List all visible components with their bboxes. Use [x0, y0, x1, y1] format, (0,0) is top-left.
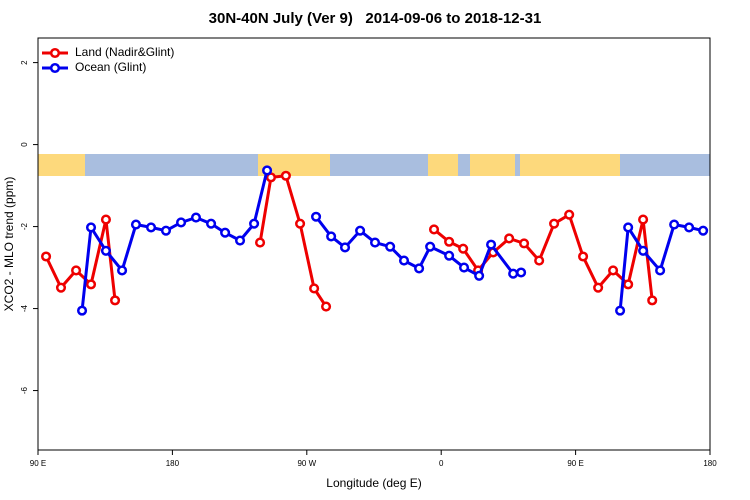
- point: [110, 295, 121, 306]
- point: [85, 279, 97, 290]
- y-tick-label: -4: [20, 304, 29, 312]
- point: [117, 265, 128, 276]
- point: [593, 282, 604, 293]
- point: [255, 237, 266, 248]
- point: [623, 222, 634, 233]
- x-tick-label: 180: [166, 459, 180, 468]
- point: [71, 265, 82, 276]
- x-tick-label: 90 E: [30, 459, 46, 468]
- legend-marker: [49, 62, 61, 74]
- point: [647, 295, 658, 306]
- point: [77, 305, 88, 316]
- x-tick-label: 180: [703, 459, 717, 468]
- point: [234, 235, 246, 246]
- point: [655, 265, 666, 276]
- point: [638, 214, 649, 225]
- point: [444, 250, 455, 261]
- point: [220, 227, 231, 238]
- point: [309, 283, 320, 294]
- point: [549, 218, 560, 229]
- point: [41, 251, 52, 262]
- plot-frame: [37, 37, 711, 451]
- point: [684, 222, 695, 233]
- y-tick-label: 0: [20, 142, 29, 147]
- legend-label: Ocean (Glint): [75, 60, 146, 74]
- point: [516, 267, 527, 278]
- x-tick-label: 90 E: [567, 459, 583, 468]
- point: [262, 165, 273, 176]
- point: [249, 218, 260, 229]
- x-tick-label: 0: [439, 459, 444, 468]
- point: [280, 170, 291, 181]
- point: [458, 262, 470, 273]
- point: [339, 242, 351, 253]
- point: [355, 225, 366, 236]
- point: [623, 279, 634, 290]
- legend-label: Land (Nadir&Glint): [75, 45, 174, 59]
- point: [444, 236, 455, 247]
- point: [428, 224, 440, 235]
- point: [504, 233, 515, 244]
- point: [206, 218, 217, 229]
- x-tick-label: 90 W: [297, 459, 316, 468]
- legend-marker: [49, 47, 61, 59]
- point: [564, 209, 575, 220]
- point: [145, 222, 157, 233]
- y-tick-label: -6: [20, 386, 29, 394]
- point: [615, 305, 626, 316]
- x-axis-label: Longitude (deg E): [326, 476, 421, 490]
- point: [414, 263, 425, 274]
- point: [578, 251, 589, 262]
- chart-title: 30N-40N July (Ver 9) 2014-09-06 to 2018-…: [209, 10, 542, 27]
- map-strip: [38, 154, 710, 176]
- y-axis-label: XCO2 - MLO trend (ppm): [2, 177, 16, 312]
- point: [326, 231, 337, 242]
- point: [160, 225, 172, 236]
- point: [385, 241, 396, 252]
- point: [608, 265, 619, 276]
- point: [486, 239, 497, 250]
- point: [100, 245, 111, 256]
- point: [425, 241, 436, 252]
- point: [669, 219, 680, 230]
- point: [190, 212, 202, 223]
- point: [311, 211, 322, 222]
- point: [398, 255, 410, 266]
- point: [321, 301, 332, 312]
- point: [100, 214, 111, 225]
- point: [176, 217, 187, 228]
- point: [55, 282, 67, 293]
- point: [519, 238, 530, 249]
- y-tick-label: 2: [20, 60, 29, 65]
- point: [474, 270, 485, 281]
- point: [458, 243, 469, 254]
- point: [638, 245, 649, 256]
- point: [85, 222, 97, 233]
- point: [534, 255, 545, 266]
- point: [130, 219, 142, 230]
- point: [508, 268, 519, 279]
- series-line: [80, 170, 704, 311]
- y-tick-label: -2: [20, 222, 29, 230]
- point: [698, 225, 709, 236]
- point: [295, 218, 306, 229]
- point: [369, 237, 381, 248]
